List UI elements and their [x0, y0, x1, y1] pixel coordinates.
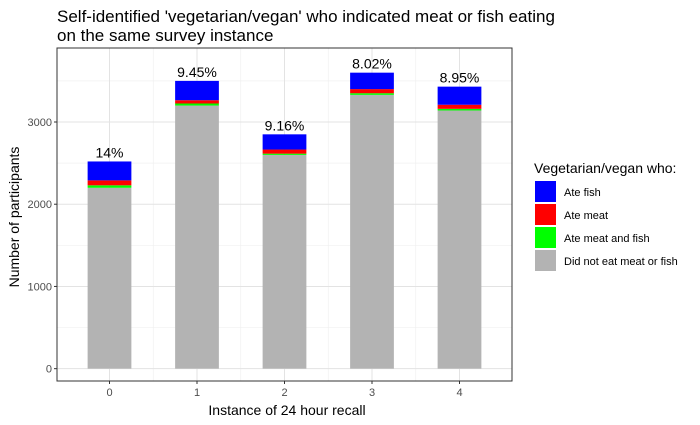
- bar-segment-did-not-eat-meat-or-fish: [437, 110, 482, 369]
- bar-labels: 14% 9.45% 9.16% 8.02% 8.95%: [95, 56, 479, 161]
- legend-label: Ate meat: [564, 210, 608, 222]
- y-axis-title: Number of participants: [6, 147, 22, 288]
- bar-segment-ate-meat-and-fish: [262, 153, 307, 155]
- legend-key: [535, 250, 556, 271]
- bar-segment-ate-meat: [350, 89, 394, 94]
- bar-segment-ate-meat-and-fish: [437, 108, 482, 111]
- bar-segment-ate-meat-and-fish: [350, 93, 394, 95]
- legend-key: [535, 227, 556, 248]
- bar-segment-ate-meat-and-fish: [175, 103, 219, 106]
- chart-title-line-2: on the same survey instance: [57, 26, 273, 45]
- bar-segment-did-not-eat-meat-or-fish: [87, 187, 132, 369]
- bar-segment-ate-fish: [437, 86, 482, 105]
- bar-segment-ate-fish: [350, 72, 394, 90]
- legend-title: Vegetarian/vegan who:: [534, 160, 676, 176]
- legend-label: Did not eat meat or fish: [564, 256, 678, 268]
- legend: Vegetarian/vegan who: Ate fish Ate meat At…: [534, 160, 678, 271]
- legend-key: [535, 204, 556, 225]
- x-tick-label: 4: [456, 387, 462, 399]
- bar-percentage-label: 14%: [95, 144, 123, 160]
- x-axis: 0 1 2 3 4: [106, 381, 463, 399]
- bar-segment-ate-meat: [87, 180, 132, 186]
- x-tick-label: 2: [281, 387, 287, 399]
- y-axis: 0 1000 2000 3000: [28, 117, 57, 376]
- bar-percentage-label: 9.45%: [177, 64, 217, 80]
- bar-percentage-label: 8.95%: [440, 70, 480, 86]
- bar-segment-did-not-eat-meat-or-fish: [350, 94, 394, 369]
- y-tick-label: 1000: [28, 281, 52, 293]
- y-tick-label: 3000: [28, 117, 52, 129]
- y-tick-label: 2000: [28, 199, 52, 211]
- bar-segment-ate-meat-and-fish: [87, 185, 132, 188]
- bar-segment-did-not-eat-meat-or-fish: [262, 154, 307, 369]
- bar-segment-did-not-eat-meat-or-fish: [175, 105, 219, 369]
- x-tick-label: 0: [106, 387, 112, 399]
- bar-segment-ate-fish: [175, 80, 219, 101]
- x-tick-label: 1: [194, 387, 200, 399]
- x-axis-title: Instance of 24 hour recall: [208, 402, 365, 418]
- chart-title-line-1: Self-identified 'vegetarian/vegan' who i…: [57, 7, 555, 26]
- bar-segment-ate-fish: [262, 134, 307, 150]
- y-tick-label: 0: [46, 364, 52, 376]
- bar-segment-ate-fish: [87, 161, 132, 181]
- legend-label: Ate meat and fish: [564, 233, 650, 245]
- legend-label: Ate fish: [564, 187, 601, 199]
- bar-segment-ate-meat: [437, 104, 482, 109]
- legend-key: [535, 181, 556, 202]
- bar-segment-ate-meat: [262, 149, 307, 154]
- bar-percentage-label: 8.02%: [352, 56, 392, 72]
- x-tick-label: 3: [369, 387, 375, 399]
- bars: [87, 72, 482, 369]
- bar-segment-ate-meat: [175, 100, 219, 104]
- bar-percentage-label: 9.16%: [265, 117, 305, 133]
